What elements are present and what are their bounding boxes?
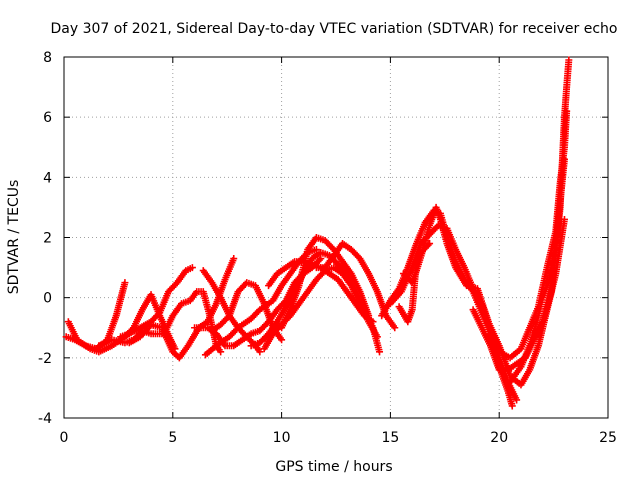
data-point — [154, 310, 162, 318]
grid-lines — [64, 57, 608, 418]
y-axis-label: SDTVAR / TECUs — [6, 180, 22, 295]
data-points — [62, 56, 573, 410]
data-point — [424, 241, 432, 249]
data-point — [278, 336, 286, 344]
data-point — [508, 402, 516, 410]
data-point — [565, 56, 573, 64]
chart-title: Day 307 of 2021, Sidereal Day-to-day VTE… — [51, 21, 618, 37]
data-point — [317, 255, 325, 263]
data-point — [121, 279, 129, 287]
data-point — [315, 256, 323, 264]
data-point — [230, 255, 238, 263]
y-tick-label: 0 — [43, 291, 52, 307]
data-point — [188, 264, 196, 272]
axis-ticks: 0 5 10 15 20 25 -4 -2 0 2 4 6 8 — [38, 50, 617, 446]
x-axis-label: GPS time / hours — [275, 459, 392, 475]
y-tick-label: 8 — [43, 50, 52, 66]
x-tick-label: 25 — [599, 430, 617, 446]
data-point — [376, 348, 384, 356]
data-point — [560, 215, 568, 223]
y-tick-label: 6 — [43, 110, 52, 126]
y-tick-label: 2 — [43, 231, 52, 247]
x-tick-label: 0 — [60, 430, 69, 446]
data-point — [426, 240, 434, 248]
x-tick-label: 15 — [381, 430, 399, 446]
x-tick-label: 10 — [273, 430, 291, 446]
y-tick-label: 4 — [43, 170, 52, 186]
y-tick-label: -4 — [38, 411, 52, 427]
data-point — [312, 246, 320, 254]
x-tick-label: 20 — [490, 430, 508, 446]
data-point — [391, 324, 399, 332]
data-point — [373, 333, 381, 341]
x-tick-label: 5 — [168, 430, 177, 446]
data-point — [217, 348, 225, 356]
data-point — [563, 107, 571, 115]
data-point — [256, 348, 264, 356]
y-tick-label: -2 — [38, 351, 52, 367]
data-point — [369, 318, 377, 326]
data-point — [560, 155, 568, 163]
data-point — [513, 396, 521, 404]
data-point — [224, 313, 232, 321]
